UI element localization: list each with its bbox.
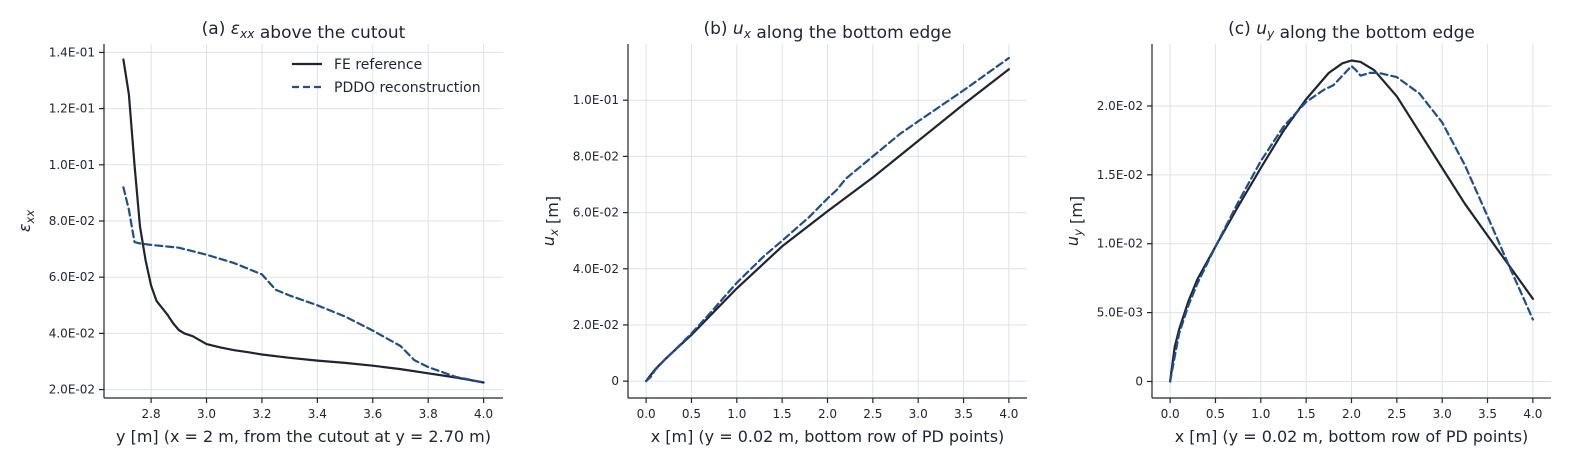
y-tick-label: 1.0E-02	[1097, 237, 1143, 251]
y-tick-label: 1.4E-01	[49, 45, 95, 59]
series-line-pddo-reconstruction	[1168, 64, 1535, 383]
x-tick-label: 3.0	[1433, 407, 1452, 421]
x-tick-label: 1.0	[1251, 407, 1270, 421]
x-tick-label: 1.0	[727, 407, 746, 421]
x-tick-label: 1.5	[1297, 407, 1316, 421]
y-tick-label: 1.5E-02	[1097, 168, 1143, 182]
x-tick-label: 4.0	[1523, 407, 1542, 421]
legend-entry: PDDO reconstruction	[334, 80, 481, 96]
series-line-pddo-reconstruction	[122, 186, 485, 384]
series-line-fe-reference	[1168, 59, 1535, 383]
y-tick-label: 5.0E-03	[1097, 306, 1143, 320]
chart-panel-2: 0.0 0.5 1.0 1.5 2.0 2.5 3.0 3.5 4.0 0 2.0E-02 4.0E-…	[539, 19, 1027, 446]
x-tick-label: 3.2	[252, 407, 271, 421]
x-tick-label: 0.5	[682, 407, 701, 421]
y-tick-label: 6.0E-02	[573, 206, 619, 220]
y-tick-label: 2.0E-02	[49, 383, 95, 397]
x-tick-label: 2.5	[1387, 407, 1406, 421]
legend-entry: FE reference	[334, 57, 422, 73]
y-axis-label: ux [m]	[539, 196, 562, 246]
y-tick-label: 8.0E-02	[49, 214, 95, 228]
y-tick-label: 4.0E-02	[573, 262, 619, 276]
y-tick-label: 2.0E-02	[573, 318, 619, 332]
x-tick-label: 3.8	[419, 407, 438, 421]
y-tick-label: 4.0E-02	[49, 326, 95, 340]
x-axis-label: x [m] (y = 0.02 m, bottom row of PD poin…	[1175, 427, 1529, 446]
y-tick-label: 8.0E-02	[573, 149, 619, 163]
chart-title: (a) εxx above the cutout	[202, 19, 406, 43]
x-axis-label: y [m] (x = 2 m, from the cutout at y = 2…	[116, 427, 491, 446]
x-tick-label: 2.0	[818, 407, 837, 421]
y-tick-label: 1.0E-01	[49, 158, 95, 172]
x-tick-label: 2.8	[142, 407, 161, 421]
y-tick-label: 1.0E-01	[573, 93, 619, 107]
x-tick-label: 3.0	[197, 407, 216, 421]
x-tick-label: 3.5	[954, 407, 973, 421]
chart-title: (c) uy along the bottom edge	[1228, 19, 1475, 43]
y-tick-label: 0	[1135, 374, 1143, 388]
y-tick-label: 2.0E-02	[1097, 99, 1143, 113]
series-line-pddo-reconstruction	[644, 56, 1011, 383]
x-tick-label: 3.0	[909, 407, 928, 421]
y-tick-label: 0	[611, 374, 619, 388]
x-tick-label: 3.6	[363, 407, 382, 421]
y-tick-label: 1.2E-01	[49, 102, 95, 116]
chart-panel-1: 2.8 3.0 3.2 3.4 3.6 3.8 4.0 2.0E-02 4.0E-02 6.0E-…	[15, 19, 503, 446]
y-axis-label: εxx	[15, 210, 37, 232]
y-tick-label: 6.0E-02	[49, 270, 95, 284]
legend: FE reference PDDO reconstruction	[292, 57, 481, 96]
x-tick-label: 0.0	[637, 407, 656, 421]
x-tick-label: 3.4	[308, 407, 327, 421]
x-axis-label: x [m] (y = 0.02 m, bottom row of PD poin…	[651, 427, 1005, 446]
chart-title: (b) ux along the bottom edge	[703, 19, 951, 43]
x-tick-label: 2.0	[1342, 407, 1361, 421]
x-tick-label: 4.0	[474, 407, 493, 421]
x-tick-label: 4.0	[999, 407, 1018, 421]
x-tick-label: 0.5	[1206, 407, 1225, 421]
x-tick-label: 1.5	[773, 407, 792, 421]
x-tick-label: 3.5	[1478, 407, 1497, 421]
x-tick-label: 0.0	[1161, 407, 1180, 421]
chart-panel-3: 0.0 0.5 1.0 1.5 2.0 2.5 3.0 3.5 4.0 0 5.0E-03 1.0E-…	[1063, 19, 1551, 446]
series-line-fe-reference	[122, 58, 485, 384]
x-tick-label: 2.5	[863, 407, 882, 421]
y-axis-label: uy [m]	[1063, 196, 1086, 246]
